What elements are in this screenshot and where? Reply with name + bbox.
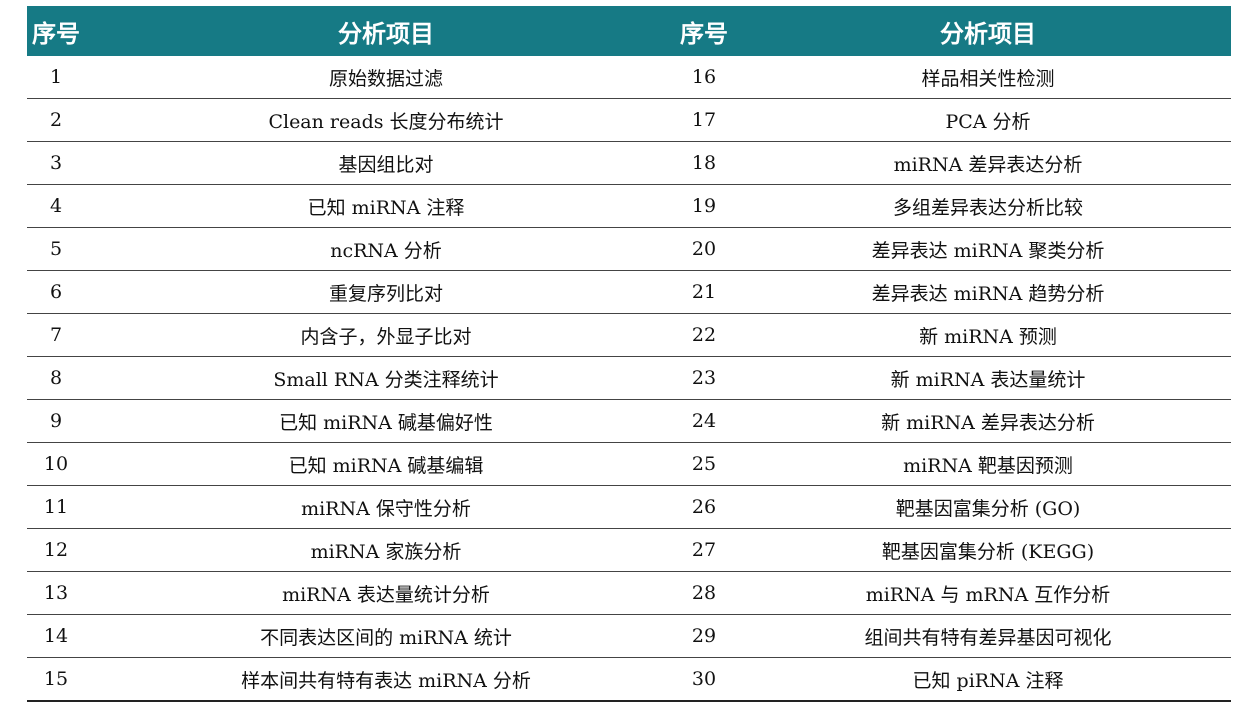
row-number-right: 16 [675,56,745,99]
row-number-right: 19 [675,184,745,228]
row-number-right: 22 [675,313,745,357]
row-number-left: 8 [27,356,97,400]
row-item-right: 组间共有特有差异基因可视化 [745,614,1231,658]
table-row: 3 基因组比对 18 miRNA 差异表达分析 [27,141,1231,185]
row-item-left: 原始数据过滤 [97,56,675,99]
table-row: 7 内含子，外显子比对 22 新 miRNA 预测 [27,313,1231,357]
row-item-right: 已知 piRNA 注释 [745,657,1231,702]
row-number-right: 23 [675,356,745,400]
row-item-right: 新 miRNA 差异表达分析 [745,399,1231,443]
analysis-items-table: 序号 分析项目 序号 分析项目 1 原始数据过滤 16 样品相关性检测 2 Clean r… [27,6,1231,702]
row-item-right: miRNA 靶基因预测 [745,442,1231,486]
row-number-left: 2 [27,98,97,142]
table-row: 8 Small RNA 分类注释统计 23 新 miRNA 表达量统计 [27,356,1231,400]
row-number-right: 24 [675,399,745,443]
row-number-right: 28 [675,571,745,615]
row-item-left: miRNA 保守性分析 [97,485,675,529]
row-number-right: 30 [675,657,745,702]
header-no-right: 序号 [675,6,745,56]
row-item-right: PCA 分析 [745,98,1231,142]
row-number-right: 27 [675,528,745,572]
row-item-right: 靶基因富集分析 (GO) [745,485,1231,529]
row-item-left: 已知 miRNA 注释 [97,184,675,228]
row-item-right: 差异表达 miRNA 聚类分析 [745,227,1231,271]
table-row: 14 不同表达区间的 miRNA 统计 29 组间共有特有差异基因可视化 [27,614,1231,658]
row-item-left: 已知 miRNA 碱基偏好性 [97,399,675,443]
table-row: 2 Clean reads 长度分布统计 17 PCA 分析 [27,98,1231,142]
table-row: 12 miRNA 家族分析 27 靶基因富集分析 (KEGG) [27,528,1231,572]
row-item-right: miRNA 差异表达分析 [745,141,1231,185]
row-number-left: 3 [27,141,97,185]
row-number-left: 4 [27,184,97,228]
row-number-left: 7 [27,313,97,357]
row-item-left: miRNA 表达量统计分析 [97,571,675,615]
row-number-left: 11 [27,485,97,529]
header-item-left: 分析项目 [97,6,675,56]
row-number-left: 12 [27,528,97,572]
row-number-left: 5 [27,227,97,271]
table-row: 9 已知 miRNA 碱基偏好性 24 新 miRNA 差异表达分析 [27,399,1231,443]
row-item-left: miRNA 家族分析 [97,528,675,572]
row-number-right: 17 [675,98,745,142]
row-item-right: 多组差异表达分析比较 [745,184,1231,228]
row-item-right: miRNA 与 mRNA 互作分析 [745,571,1231,615]
row-number-left: 14 [27,614,97,658]
row-number-left: 13 [27,571,97,615]
table-row: 10 已知 miRNA 碱基编辑 25 miRNA 靶基因预测 [27,442,1231,486]
row-item-left: Clean reads 长度分布统计 [97,98,675,142]
row-number-right: 26 [675,485,745,529]
row-item-right: 样品相关性检测 [745,56,1231,99]
table-row: 4 已知 miRNA 注释 19 多组差异表达分析比较 [27,184,1231,228]
header-item-right: 分析项目 [745,6,1231,56]
table-body: 1 原始数据过滤 16 样品相关性检测 2 Clean reads 长度分布统计 17 PCA… [27,56,1231,702]
row-item-left: ncRNA 分析 [97,227,675,271]
row-number-right: 29 [675,614,745,658]
row-item-left: Small RNA 分类注释统计 [97,356,675,400]
row-item-right: 新 miRNA 表达量统计 [745,356,1231,400]
row-item-right: 新 miRNA 预测 [745,313,1231,357]
table-row: 5 ncRNA 分析 20 差异表达 miRNA 聚类分析 [27,227,1231,271]
row-item-left: 基因组比对 [97,141,675,185]
row-item-right: 差异表达 miRNA 趋势分析 [745,270,1231,314]
table-row: 6 重复序列比对 21 差异表达 miRNA 趋势分析 [27,270,1231,314]
row-number-right: 21 [675,270,745,314]
row-item-left: 内含子，外显子比对 [97,313,675,357]
row-item-left: 不同表达区间的 miRNA 统计 [97,614,675,658]
row-number-right: 20 [675,227,745,271]
row-number-left: 10 [27,442,97,486]
table-row: 11 miRNA 保守性分析 26 靶基因富集分析 (GO) [27,485,1231,529]
row-number-left: 6 [27,270,97,314]
row-number-left: 1 [27,56,97,99]
header-no-left: 序号 [27,6,97,56]
row-number-left: 9 [27,399,97,443]
table-row: 15 样本间共有特有表达 miRNA 分析 30 已知 piRNA 注释 [27,657,1231,702]
row-item-left: 已知 miRNA 碱基编辑 [97,442,675,486]
table-row: 13 miRNA 表达量统计分析 28 miRNA 与 mRNA 互作分析 [27,571,1231,615]
row-number-left: 15 [27,657,97,702]
row-number-right: 25 [675,442,745,486]
table-row: 1 原始数据过滤 16 样品相关性检测 [27,56,1231,99]
row-number-right: 18 [675,141,745,185]
row-item-right: 靶基因富集分析 (KEGG) [745,528,1231,572]
row-item-left: 样本间共有特有表达 miRNA 分析 [97,657,675,702]
row-item-left: 重复序列比对 [97,270,675,314]
table-header-row: 序号 分析项目 序号 分析项目 [27,6,1231,56]
analysis-table-container: 序号 分析项目 序号 分析项目 1 原始数据过滤 16 样品相关性检测 2 Clean r… [27,6,1231,702]
